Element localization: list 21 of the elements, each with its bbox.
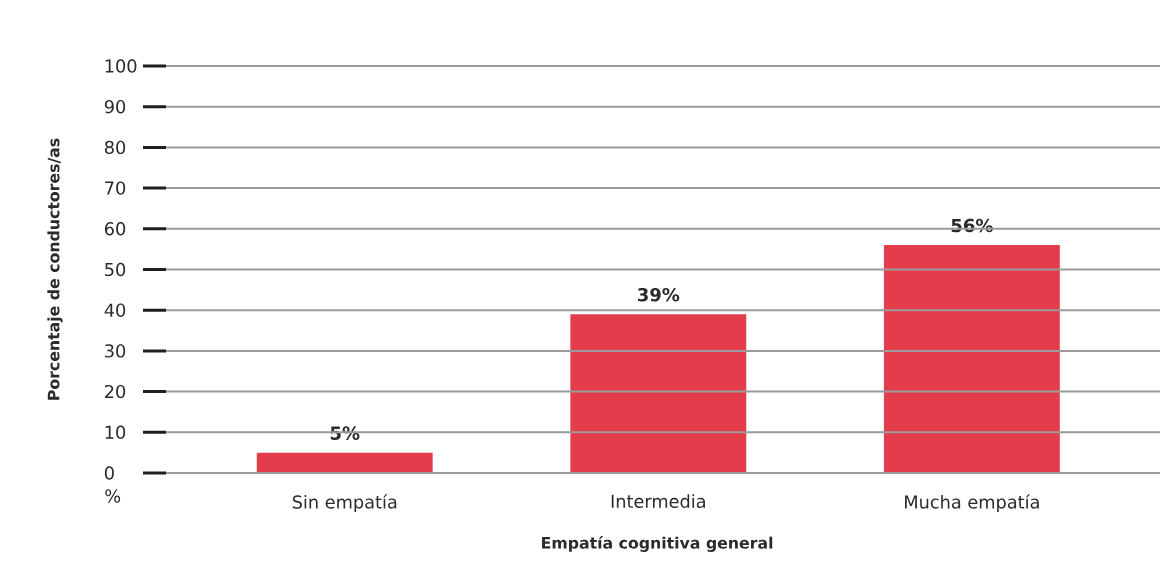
x-tick-label: Sin empatía (292, 494, 397, 513)
y-tick-label: 40 (104, 303, 126, 317)
y-tick-label: 70 (105, 181, 126, 195)
y-tick-label: 80 (104, 140, 126, 155)
y-tick-label: 30 (105, 344, 126, 358)
y-tick-label: 100 (105, 59, 137, 73)
text: % (105, 489, 121, 503)
y-tick-label: 10 (105, 425, 126, 439)
y-tick-label: 60 (104, 222, 126, 236)
y-axis-title: Porcentaje de conductores/as (47, 138, 63, 400)
bar (256, 452, 433, 473)
x-axis-title: Empatía cognitiva general (542, 536, 773, 552)
data-label: 39% (637, 287, 680, 302)
y-tick-label: 90 (104, 99, 126, 114)
y-tick-label: 0 (104, 466, 114, 480)
y-tick-label: 20 (105, 384, 126, 399)
bar (883, 245, 1060, 473)
x-tick-label: Intermedia (611, 494, 705, 508)
y-tick-label: 50 (105, 262, 126, 277)
bar (570, 314, 747, 473)
x-tick-label: Mucha empatía (905, 494, 1039, 513)
